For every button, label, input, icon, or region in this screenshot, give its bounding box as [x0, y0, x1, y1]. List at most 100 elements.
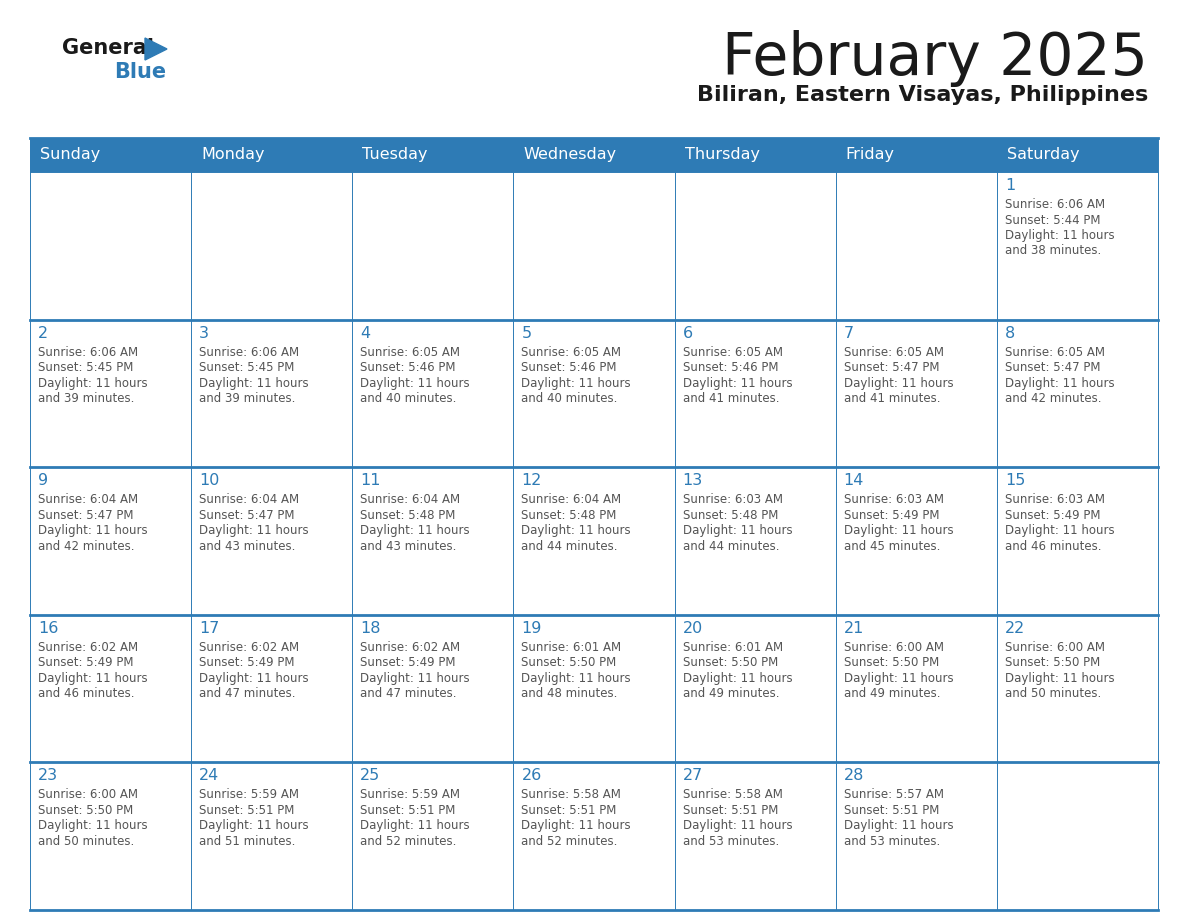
Text: 22: 22	[1005, 621, 1025, 636]
Text: 7: 7	[843, 326, 854, 341]
Text: Daylight: 11 hours: Daylight: 11 hours	[522, 524, 631, 537]
Text: and 38 minutes.: and 38 minutes.	[1005, 244, 1101, 258]
Text: and 43 minutes.: and 43 minutes.	[200, 540, 296, 553]
Text: 14: 14	[843, 473, 864, 488]
Text: Sunset: 5:50 PM: Sunset: 5:50 PM	[38, 804, 133, 817]
Text: 28: 28	[843, 768, 864, 783]
Bar	[675, 615, 835, 763]
Text: 24: 24	[200, 768, 220, 783]
Text: Tuesday: Tuesday	[362, 148, 428, 162]
Bar	[30, 172, 191, 319]
Text: Sunrise: 5:59 AM: Sunrise: 5:59 AM	[200, 789, 299, 801]
Text: Sunset: 5:51 PM: Sunset: 5:51 PM	[360, 804, 456, 817]
Text: Daylight: 11 hours: Daylight: 11 hours	[522, 820, 631, 833]
Text: Daylight: 11 hours: Daylight: 11 hours	[200, 524, 309, 537]
Text: Sunrise: 6:05 AM: Sunrise: 6:05 AM	[683, 345, 783, 359]
Text: Sunset: 5:51 PM: Sunset: 5:51 PM	[843, 804, 939, 817]
Bar	[835, 172, 997, 319]
Text: and 53 minutes.: and 53 minutes.	[843, 834, 940, 848]
Text: Sunset: 5:49 PM: Sunset: 5:49 PM	[360, 656, 456, 669]
Text: Sunrise: 6:06 AM: Sunrise: 6:06 AM	[38, 345, 138, 359]
Text: Thursday: Thursday	[684, 148, 759, 162]
Text: Sunrise: 6:05 AM: Sunrise: 6:05 AM	[843, 345, 943, 359]
Text: Sunset: 5:51 PM: Sunset: 5:51 PM	[200, 804, 295, 817]
Text: 9: 9	[38, 473, 49, 488]
Text: Sunrise: 6:00 AM: Sunrise: 6:00 AM	[843, 641, 943, 654]
Text: Sunrise: 6:04 AM: Sunrise: 6:04 AM	[200, 493, 299, 506]
Text: General: General	[62, 38, 154, 58]
Text: 4: 4	[360, 326, 371, 341]
Bar	[675, 319, 835, 467]
Bar	[675, 172, 835, 319]
Text: Sunrise: 5:59 AM: Sunrise: 5:59 AM	[360, 789, 460, 801]
Text: Sunset: 5:50 PM: Sunset: 5:50 PM	[522, 656, 617, 669]
Text: Daylight: 11 hours: Daylight: 11 hours	[843, 820, 953, 833]
Text: Sunset: 5:46 PM: Sunset: 5:46 PM	[522, 361, 617, 375]
Text: Sunset: 5:51 PM: Sunset: 5:51 PM	[683, 804, 778, 817]
Text: Sunrise: 6:00 AM: Sunrise: 6:00 AM	[38, 789, 138, 801]
Text: Daylight: 11 hours: Daylight: 11 hours	[1005, 672, 1114, 685]
Text: 8: 8	[1005, 326, 1015, 341]
Text: Daylight: 11 hours: Daylight: 11 hours	[38, 524, 147, 537]
Text: Daylight: 11 hours: Daylight: 11 hours	[38, 672, 147, 685]
Text: and 48 minutes.: and 48 minutes.	[522, 688, 618, 700]
Bar	[30, 319, 191, 467]
Text: Daylight: 11 hours: Daylight: 11 hours	[683, 672, 792, 685]
Text: Sunrise: 6:05 AM: Sunrise: 6:05 AM	[1005, 345, 1105, 359]
Bar	[997, 467, 1158, 615]
Text: Daylight: 11 hours: Daylight: 11 hours	[843, 524, 953, 537]
Bar	[353, 467, 513, 615]
Text: Daylight: 11 hours: Daylight: 11 hours	[843, 672, 953, 685]
Text: and 42 minutes.: and 42 minutes.	[1005, 392, 1101, 405]
Text: Daylight: 11 hours: Daylight: 11 hours	[360, 820, 470, 833]
Text: Sunrise: 6:05 AM: Sunrise: 6:05 AM	[522, 345, 621, 359]
Text: and 39 minutes.: and 39 minutes.	[38, 392, 134, 405]
Text: 15: 15	[1005, 473, 1025, 488]
Text: 16: 16	[38, 621, 58, 636]
Text: Sunset: 5:48 PM: Sunset: 5:48 PM	[683, 509, 778, 521]
Text: Monday: Monday	[201, 148, 265, 162]
Text: Sunrise: 6:02 AM: Sunrise: 6:02 AM	[200, 641, 299, 654]
Text: Blue: Blue	[114, 62, 166, 82]
Text: 11: 11	[360, 473, 381, 488]
Bar	[997, 763, 1158, 910]
Text: 26: 26	[522, 768, 542, 783]
Bar	[30, 615, 191, 763]
Text: Sunrise: 6:01 AM: Sunrise: 6:01 AM	[683, 641, 783, 654]
Text: Sunrise: 6:03 AM: Sunrise: 6:03 AM	[683, 493, 783, 506]
Text: Friday: Friday	[846, 148, 895, 162]
Text: and 43 minutes.: and 43 minutes.	[360, 540, 456, 553]
Text: 10: 10	[200, 473, 220, 488]
Bar	[353, 172, 513, 319]
Text: Daylight: 11 hours: Daylight: 11 hours	[200, 672, 309, 685]
Text: 6: 6	[683, 326, 693, 341]
Text: Daylight: 11 hours: Daylight: 11 hours	[522, 672, 631, 685]
Text: 18: 18	[360, 621, 381, 636]
Text: and 51 minutes.: and 51 minutes.	[200, 834, 296, 848]
Text: Sunset: 5:49 PM: Sunset: 5:49 PM	[38, 656, 133, 669]
Text: 3: 3	[200, 326, 209, 341]
Bar	[513, 467, 675, 615]
Text: 12: 12	[522, 473, 542, 488]
Bar	[513, 319, 675, 467]
Text: Sunrise: 5:57 AM: Sunrise: 5:57 AM	[843, 789, 943, 801]
Bar	[997, 319, 1158, 467]
Text: Sunset: 5:45 PM: Sunset: 5:45 PM	[38, 361, 133, 375]
Text: Sunrise: 6:00 AM: Sunrise: 6:00 AM	[1005, 641, 1105, 654]
Text: and 45 minutes.: and 45 minutes.	[843, 540, 940, 553]
Text: and 47 minutes.: and 47 minutes.	[360, 688, 456, 700]
Text: Sunrise: 6:04 AM: Sunrise: 6:04 AM	[360, 493, 461, 506]
Text: and 46 minutes.: and 46 minutes.	[38, 688, 134, 700]
Text: Sunset: 5:50 PM: Sunset: 5:50 PM	[843, 656, 939, 669]
Text: 5: 5	[522, 326, 531, 341]
Text: 21: 21	[843, 621, 864, 636]
Text: 23: 23	[38, 768, 58, 783]
Text: and 53 minutes.: and 53 minutes.	[683, 834, 779, 848]
Text: Sunrise: 5:58 AM: Sunrise: 5:58 AM	[522, 789, 621, 801]
Text: Daylight: 11 hours: Daylight: 11 hours	[843, 376, 953, 389]
Text: and 44 minutes.: and 44 minutes.	[683, 540, 779, 553]
Text: Sunrise: 6:02 AM: Sunrise: 6:02 AM	[38, 641, 138, 654]
Text: 20: 20	[683, 621, 703, 636]
Bar	[997, 172, 1158, 319]
Text: Sunset: 5:44 PM: Sunset: 5:44 PM	[1005, 214, 1100, 227]
